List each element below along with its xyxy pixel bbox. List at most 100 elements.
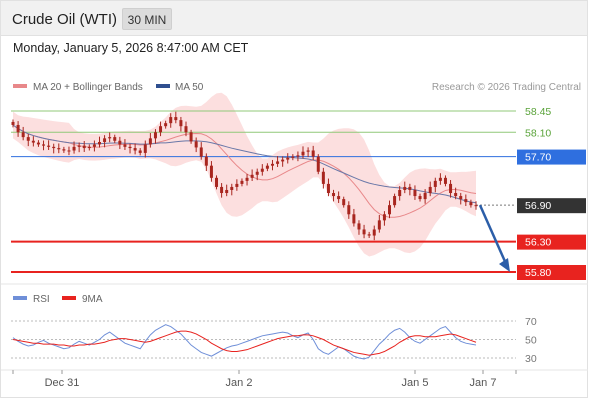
forecast-arrow-head: [499, 258, 510, 272]
candle-body: [240, 180, 244, 184]
candle-body: [199, 147, 203, 157]
candle-body: [459, 196, 463, 200]
candle-body: [225, 189, 229, 194]
candle-body: [31, 140, 35, 143]
pivot-label: 57.70: [525, 152, 551, 164]
rsi-tick-label: 70: [525, 316, 537, 328]
x-tick-label: Jan 2: [226, 377, 253, 389]
x-tick-label: Dec 31: [45, 377, 80, 389]
candle-body: [42, 144, 46, 146]
candle-body: [342, 199, 346, 206]
ma9-legend-swatch: [62, 296, 76, 300]
candle-body: [301, 151, 305, 156]
copyright-label: Research © 2026 Trading Central: [432, 82, 581, 93]
bollinger-band: [13, 92, 476, 257]
timeframe-button[interactable]: 30 MIN: [122, 8, 172, 30]
candle-body: [428, 186, 432, 194]
candle-body: [418, 196, 422, 200]
candle-body: [443, 177, 447, 184]
candle-body: [16, 124, 20, 133]
datetime-label: Monday, January 5, 2026 8:47:00 AM CET: [13, 41, 249, 55]
rsi-line: [12, 324, 477, 360]
candle-body: [265, 165, 269, 169]
instrument-title: Crude Oil (WTI): [12, 11, 117, 28]
candle-body: [337, 196, 341, 200]
candle-body: [72, 146, 76, 151]
candle-body: [454, 193, 458, 197]
candle-body: [113, 137, 117, 141]
candle-body: [408, 186, 412, 190]
ma20-legend-label: MA 20 + Bollinger Bands: [33, 82, 143, 93]
candle-body: [159, 126, 163, 133]
candle-body: [362, 229, 366, 235]
candle-body: [52, 146, 56, 149]
candle-body: [260, 168, 264, 172]
candle-body: [306, 150, 310, 152]
candle-body: [128, 146, 132, 149]
candle-body: [174, 117, 178, 121]
candle-body: [413, 189, 417, 197]
candle-body: [296, 155, 300, 157]
rsi-panel: 30 50 70: [11, 316, 537, 365]
candle-body: [204, 156, 208, 166]
candle-body: [153, 132, 157, 139]
ma50-legend-label: MA 50: [175, 82, 204, 93]
candle-body: [77, 145, 81, 147]
candle-body: [469, 202, 473, 206]
ma50-legend-swatch: [156, 84, 170, 88]
candle-body: [26, 137, 30, 141]
ma50-line: [12, 124, 477, 204]
candle-body: [148, 138, 152, 145]
ma20-legend-swatch: [13, 84, 27, 88]
rsi-legend-swatch: [13, 296, 27, 300]
candle-body: [36, 142, 40, 145]
candle-body: [143, 144, 147, 153]
candle-body: [352, 214, 356, 224]
candle-body: [423, 193, 427, 200]
candle-body: [245, 177, 249, 181]
price-panel: 58.45 58.10 57.70 56.90 56.30 55.80: [11, 92, 586, 280]
candle-body: [286, 157, 290, 160]
candle-body: [403, 186, 407, 190]
resistance-label: 58.45: [525, 106, 551, 118]
rsi-tick-label: 50: [525, 335, 537, 347]
candle-body: [398, 189, 402, 197]
candle-body: [372, 229, 376, 236]
candle-body: [220, 186, 224, 194]
candle-body: [326, 183, 330, 194]
candle-body: [209, 165, 213, 178]
candle-body: [67, 150, 71, 152]
candle-body: [367, 234, 371, 236]
candle-body: [82, 145, 86, 149]
support-label-box: [517, 234, 586, 250]
candle-body: [133, 148, 137, 151]
support-label: 56.30: [525, 237, 551, 249]
rsi-ma-line: [12, 330, 477, 356]
candle-body: [347, 205, 351, 215]
current-label-box: [517, 198, 586, 214]
candle-body: [138, 150, 142, 153]
candle-body: [464, 199, 468, 203]
candle-body: [393, 196, 397, 206]
candle-body: [235, 183, 239, 187]
candle-body: [179, 120, 183, 127]
candle-body: [189, 132, 193, 142]
candle-body: [357, 223, 361, 230]
pivot-label-box: [517, 149, 586, 165]
candle-body: [311, 150, 315, 157]
candle-body: [377, 220, 381, 230]
support-label: 55.80: [525, 267, 551, 279]
candle-body: [332, 193, 336, 197]
candle-body: [474, 205, 478, 207]
candle-body: [382, 214, 386, 221]
candle-body: [215, 177, 219, 187]
candle-body: [108, 137, 112, 139]
candle-body: [281, 159, 285, 162]
candle-body: [21, 132, 25, 138]
candle-body: [97, 141, 101, 145]
candle-body: [276, 161, 280, 164]
candle-body: [316, 156, 320, 172]
candle-body: [57, 148, 61, 150]
candle-body: [255, 171, 259, 175]
